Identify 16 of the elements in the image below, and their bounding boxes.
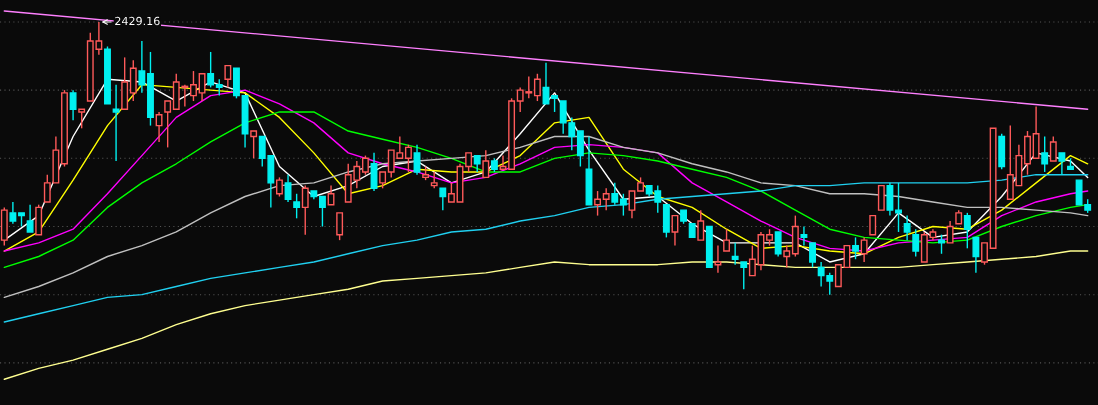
candlestick (886, 182, 894, 217)
candlestick (895, 182, 902, 233)
candlestick (800, 225, 808, 247)
candlestick (413, 143, 421, 176)
candlestick (731, 242, 739, 266)
candlestick (714, 244, 722, 274)
candlestick (284, 173, 292, 203)
annotation: 2429.16 (115, 16, 160, 26)
candlestick (138, 40, 146, 94)
candlestick (860, 236, 868, 263)
candlestick (155, 111, 163, 143)
candlestick (69, 89, 77, 121)
candlestick (903, 214, 911, 241)
candlestick (602, 187, 610, 211)
candlestick (112, 83, 120, 162)
candlestick (9, 201, 17, 225)
